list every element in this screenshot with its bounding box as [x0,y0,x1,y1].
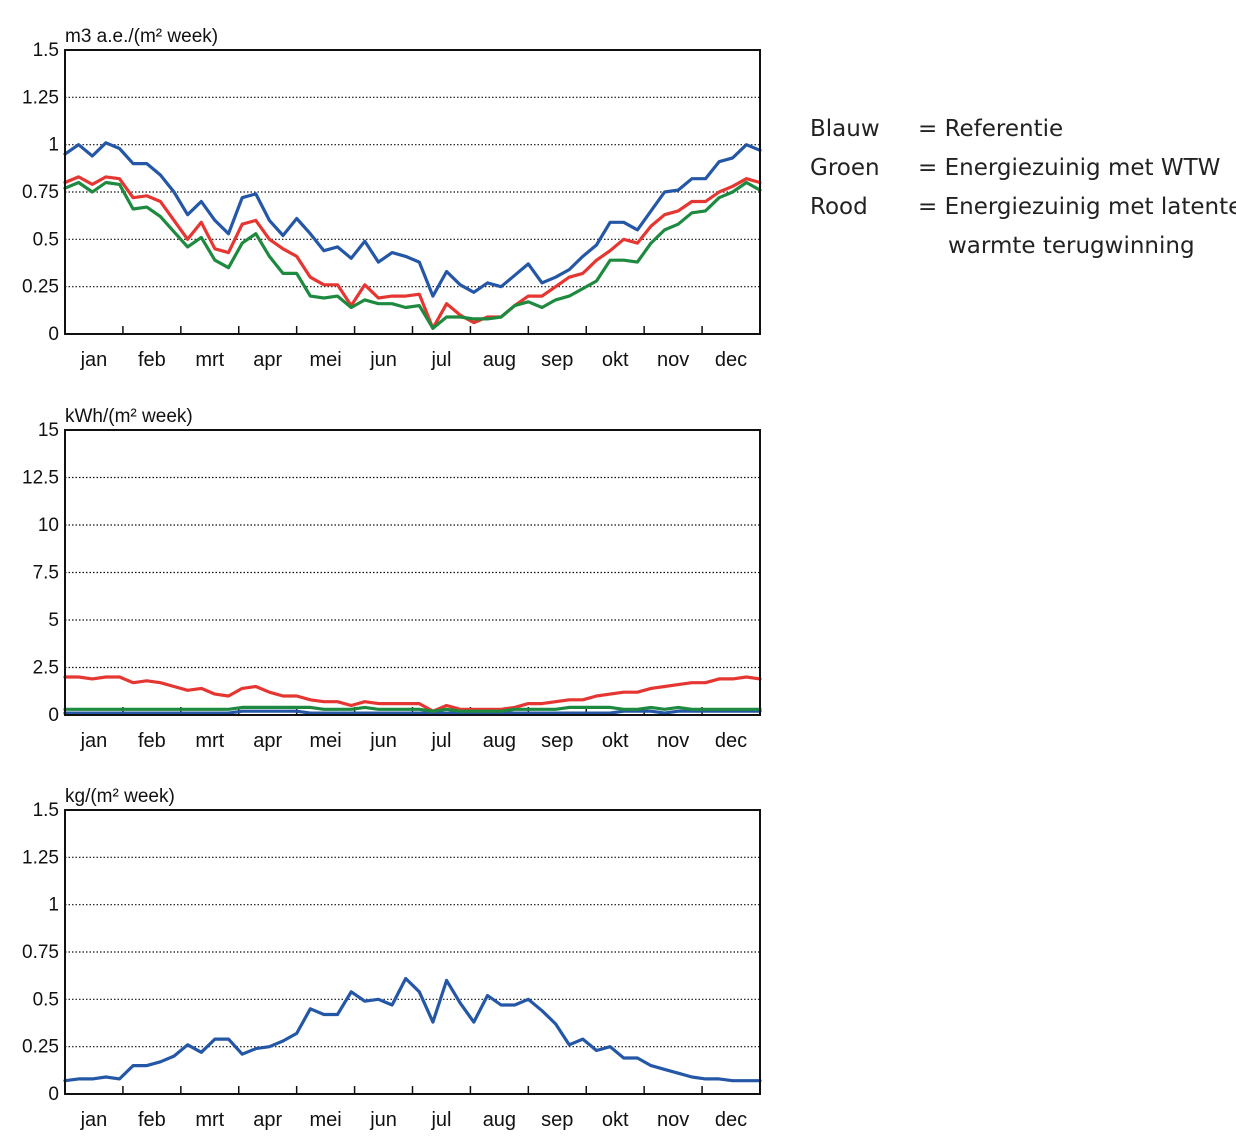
legend-item-green: Groen = Energiezuinig met WTW [810,149,1236,188]
x-tick-label: jan [80,1109,108,1131]
x-tick-label: aug [483,349,516,371]
x-tick-label: okt [602,1109,629,1131]
y-tick-label: 1.25 [22,847,59,868]
y-axis-label: kWh/(m² week) [65,406,193,427]
y-tick-label: 0.75 [22,942,59,963]
y-tick-label: 0 [48,324,59,345]
y-axis-label: kg/(m² week) [65,786,175,807]
x-tick-label: aug [483,1109,516,1131]
y-tick-label: 1.5 [33,800,59,821]
x-tick-label: sep [541,349,573,371]
chart-panel-1: 0 0.25 0.5 0.75 1 1.25 1.5 m3 a.e./(m² week) jan… [22,26,762,371]
legend-item-red-continuation: warmte terugwinning [948,233,1195,259]
plot-frame [64,429,761,716]
series-line-1 [63,709,762,715]
y-tick-label: 0.75 [22,182,59,203]
x-tick-label: apr [253,1109,282,1131]
chart-panel-2: 0 2.5 5 7.5 10 12.5 15 kWh/(m² week) jan feb mrt ap… [22,406,762,752]
plot-frame [64,49,761,335]
y-tick-label: 12.5 [22,468,59,489]
y-tick-label: 1 [48,895,59,916]
series-line-1 [63,976,762,1083]
y-tick-label: 7.5 [33,563,59,584]
legend-name: Blauw [810,116,880,142]
series-line-1 [63,141,762,298]
x-tick-label: mrt [195,1109,224,1131]
x-tick-label: sep [541,730,573,752]
x-tick-label: apr [253,349,282,371]
series-line-3 [63,180,762,330]
legend-item-blue: Blauw = Referentie [810,110,1236,149]
x-tick-label: okt [602,349,629,371]
x-tick-label: jun [369,1109,397,1131]
x-tick-label: jul [430,1109,451,1131]
x-tick-label: dec [715,349,747,371]
legend-item-red: Rood = Energiezuinig met latente [810,188,1236,227]
y-tick-label: 2.5 [33,658,59,679]
x-tick-label: feb [138,730,166,752]
legend-name: Groen [810,155,880,181]
legend: Blauw = Referentie Groen = Energiezuinig… [810,110,1236,266]
x-tick-label: nov [657,730,689,752]
y-tick-label: 15 [38,420,59,441]
x-tick-label: mrt [195,349,224,371]
x-tick-label: sep [541,1109,573,1131]
x-tick-label: jan [80,349,108,371]
x-tick-label: nov [657,349,689,371]
x-tick-label: apr [253,730,282,752]
y-tick-label: 0.25 [22,277,59,298]
x-tick-label: jan [80,730,108,752]
legend-description: = Referentie [918,116,1064,142]
x-tick-label: dec [715,730,747,752]
x-tick-label: feb [138,349,166,371]
legend-description: = Energiezuinig met WTW [918,155,1221,181]
y-tick-label: 1.25 [22,87,59,108]
y-tick-label: 0 [48,1084,59,1105]
x-tick-label: aug [483,730,516,752]
x-tick-label: mei [310,1109,342,1131]
legend-description: = Energiezuinig met latente [918,194,1236,220]
series-line-2 [63,675,762,713]
y-tick-label: 0 [48,705,59,726]
x-tick-label: jun [369,730,397,752]
x-tick-label: mei [310,730,342,752]
y-tick-label: 10 [38,515,59,536]
x-tick-label: mrt [195,730,224,752]
y-tick-label: 0.5 [33,229,59,250]
y-tick-label: 1 [48,135,59,156]
x-tick-label: mei [310,349,342,371]
x-tick-label: jun [369,349,397,371]
x-tick-label: dec [715,1109,747,1131]
chart-panel-3: 0 0.25 0.5 0.75 1 1.25 1.5 kg/(m² week) jan feb mr… [22,786,762,1131]
charts-area: 0 0.25 0.5 0.75 1 1.25 1.5 m3 a.e./(m² week) jan… [22,26,762,1131]
x-tick-label: jul [430,349,451,371]
y-tick-label: 1.5 [33,40,59,61]
x-tick-label: okt [602,730,629,752]
y-tick-label: 0.25 [22,1037,59,1058]
x-tick-label: nov [657,1109,689,1131]
series-line-2 [63,175,762,330]
legend-name: Rood [810,194,868,220]
plot-frame [64,809,761,1095]
y-tick-label: 0.5 [33,989,59,1010]
y-axis-label: m3 a.e./(m² week) [65,26,218,47]
y-tick-label: 5 [48,610,59,631]
x-tick-label: feb [138,1109,166,1131]
series-line-3 [63,705,762,713]
x-tick-label: jul [430,730,451,752]
